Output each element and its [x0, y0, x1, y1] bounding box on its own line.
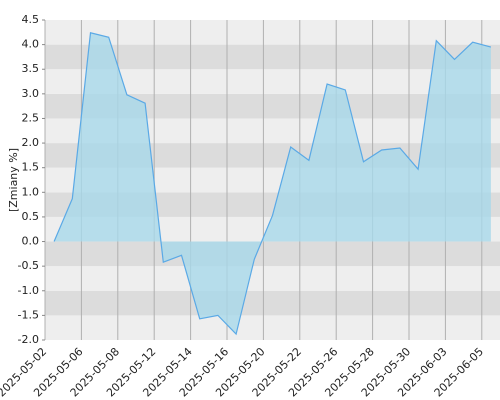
y-tick-label: 0.0: [22, 235, 40, 248]
y-tick-label: 0.5: [22, 210, 40, 223]
line: [53, 32, 492, 336]
y-tick-label: -1.0: [18, 284, 39, 297]
y-tick-label: 2.5: [22, 111, 40, 124]
y-tick-label: 2.0: [22, 136, 40, 149]
grid-band: [45, 315, 500, 340]
grid-band: [45, 290, 500, 316]
y-tick-label: 1.0: [22, 185, 40, 198]
y-tick-label: 1.5: [22, 161, 40, 174]
y-tick-label: 3.0: [22, 87, 40, 100]
y-tick-label: -1.5: [18, 308, 39, 321]
grid-band: [45, 266, 500, 291]
y-tick-label: 4.5: [22, 13, 40, 26]
grid-band: [45, 20, 500, 45]
y-tick-label: 4.0: [22, 38, 40, 51]
y-tick-label: -0.5: [18, 259, 39, 272]
y-tick-label: -2.0: [18, 333, 39, 346]
y-tick-label: 3.5: [22, 62, 40, 75]
grid-band: [45, 241, 500, 267]
y-axis-label: [Zmiany %]: [7, 148, 20, 212]
grid-band: [45, 44, 500, 70]
